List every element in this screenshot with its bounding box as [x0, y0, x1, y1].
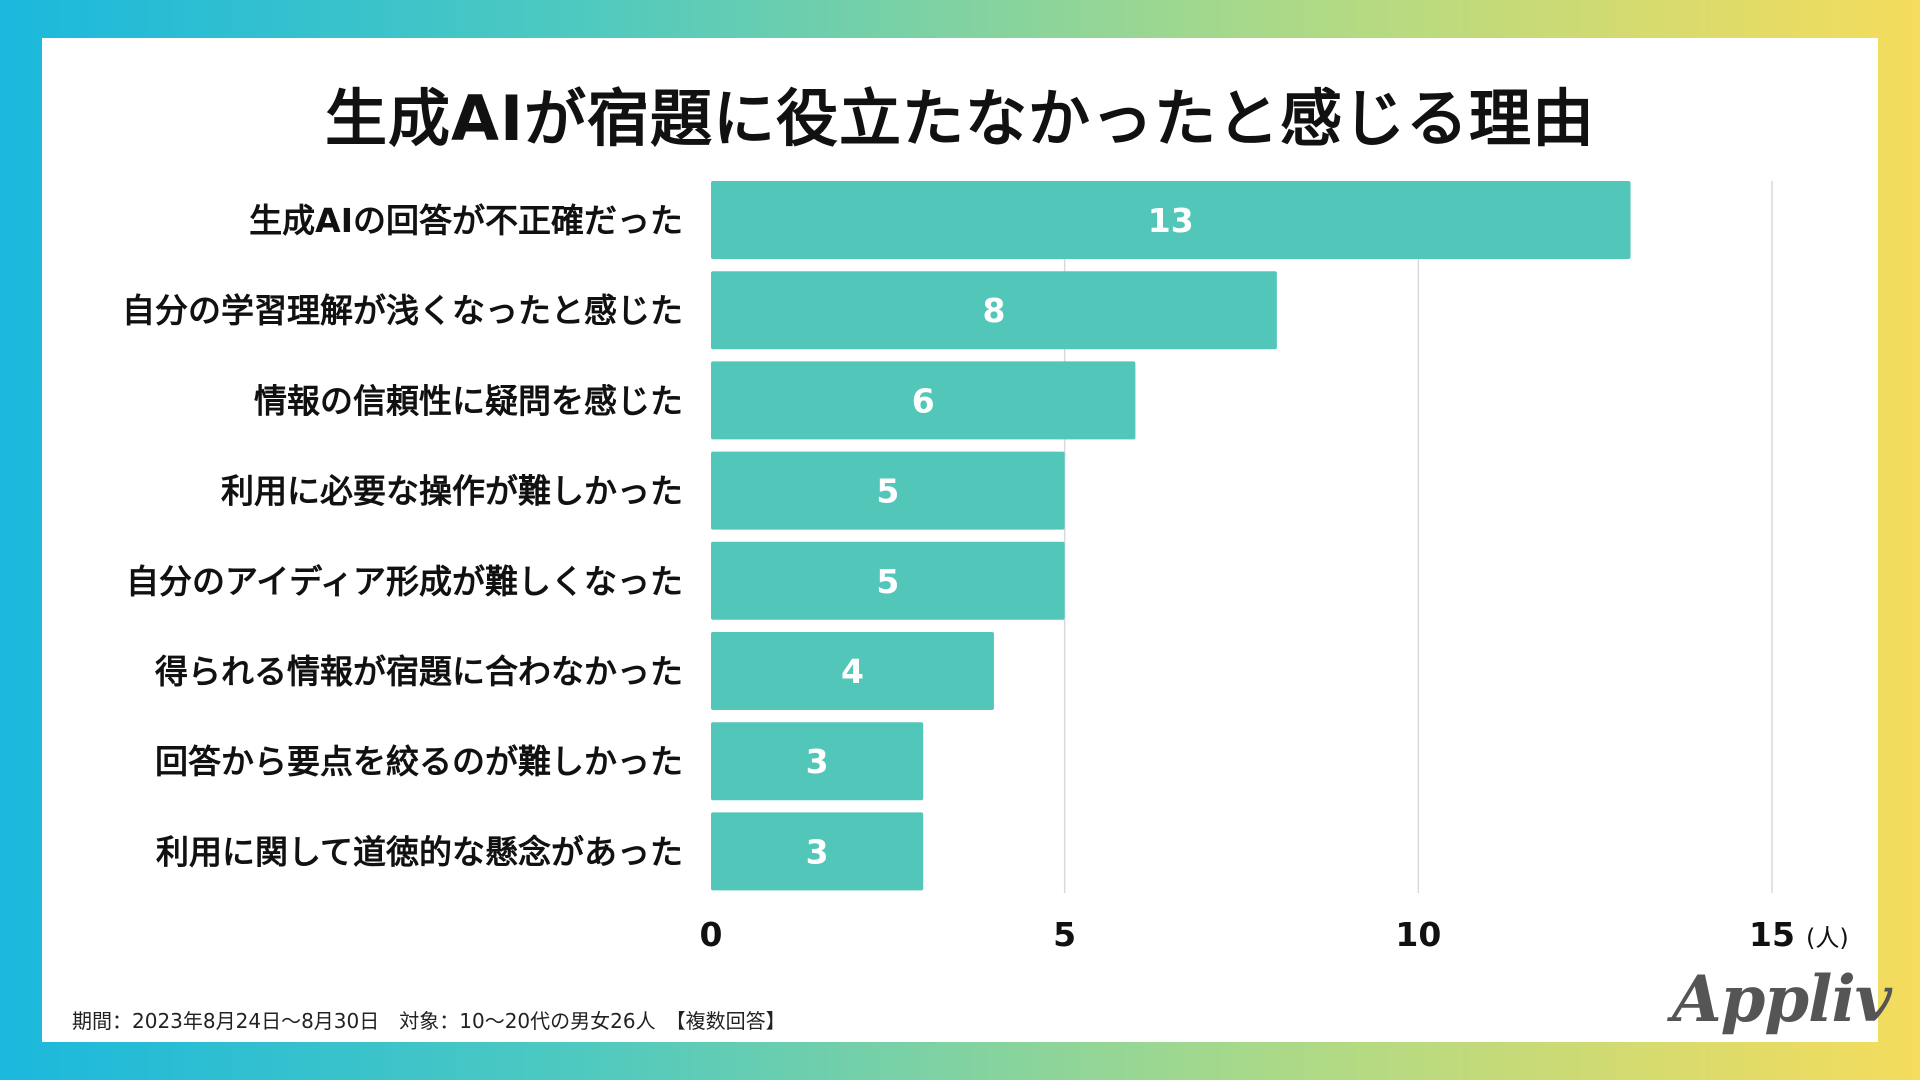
bar-value-label-6: 3: [806, 742, 829, 781]
category-label-6: 回答から要点を絞るのが難しかった: [155, 742, 683, 781]
x-tick-label-3: 15: [1749, 915, 1795, 954]
bar-1: [711, 271, 1277, 350]
category-label-0: 生成AIの回答が不正確だった: [249, 201, 683, 240]
bar-value-label-4: 5: [876, 562, 899, 601]
category-label-5: 得られる情報が宿題に合わなかった: [154, 652, 683, 691]
bar-value-label-0: 13: [1148, 201, 1194, 240]
x-tick-label-0: 0: [700, 915, 723, 954]
x-unit-label: (人): [1806, 924, 1849, 952]
category-label-3: 利用に必要な操作が難しかった: [221, 472, 683, 511]
bar-4: [711, 541, 1065, 620]
x-tick-label-2: 10: [1395, 915, 1441, 954]
bar-value-label-5: 4: [841, 652, 864, 691]
category-label-2: 情報の信頼性に疑問を感じた: [254, 381, 683, 420]
category-label-1: 自分の学習理解が浅くなったと感じた: [122, 291, 683, 330]
bar-value-label-3: 5: [876, 472, 899, 511]
bar-2: [711, 361, 1136, 440]
bar-6: [711, 722, 924, 801]
appliv-logo: Appliv: [1672, 962, 1892, 1037]
bar-value-label-7: 3: [806, 832, 829, 871]
category-label-4: 自分のアイディア形成が難しくなった: [126, 562, 683, 601]
survey-footnote: 期間：2023年8月24日〜8月30日 対象：10〜20代の男女26人 【複数回…: [72, 1009, 786, 1033]
bar-value-label-1: 8: [982, 291, 1005, 330]
category-label-7: 利用に関して道徳的な懸念があった: [156, 832, 683, 871]
bar-5: [711, 632, 994, 710]
bar-7: [711, 812, 924, 891]
bar-0: [711, 181, 1631, 259]
bar-value-label-2: 6: [912, 381, 935, 420]
chart-title: 生成AIが宿題に役立たなかったと感じる理由: [324, 82, 1596, 155]
x-tick-label-1: 5: [1053, 915, 1076, 954]
bar-3: [711, 451, 1065, 530]
